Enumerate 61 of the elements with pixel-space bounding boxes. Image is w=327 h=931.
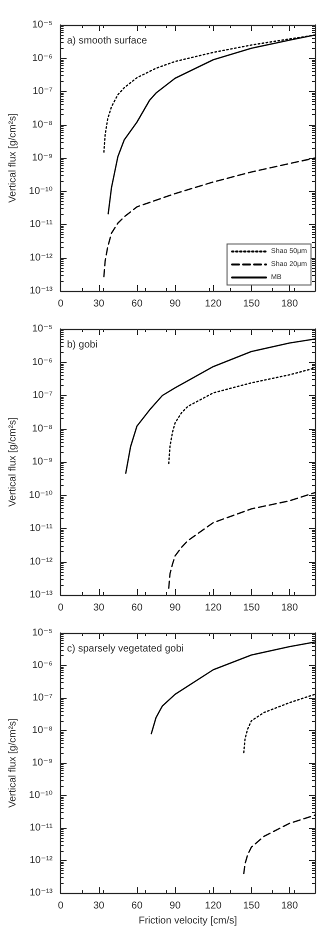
y-tick-label: 10⁻⁷ (32, 692, 54, 704)
line-series (168, 492, 316, 589)
y-tick-label: 10⁻⁸ (32, 725, 53, 736)
text: c) sparsely vegetated gobi (67, 644, 184, 654)
y-tick-label: 10⁻⁶ (32, 660, 53, 672)
x-tick-label: 180 (281, 298, 298, 310)
x-tick-label: 90 (170, 602, 182, 614)
y-tick-label: 10⁻¹⁰ (28, 490, 53, 501)
line-series (243, 814, 316, 874)
x-tick-label: 150 (243, 900, 260, 912)
y-tick-label: 10⁻¹² (30, 855, 54, 866)
x-tick-label: 60 (131, 602, 143, 614)
y-axis-title: Vertical flux [g/cm²s] (8, 113, 18, 203)
y-tick-label: 10⁻⁶ (32, 52, 53, 64)
x-tick-label: 150 (243, 298, 260, 310)
line-series (103, 157, 316, 278)
y-tick-label: 10⁻⁵ (32, 628, 53, 638)
x-tick-label: 120 (204, 298, 222, 310)
y-tick-label: 10⁻¹² (30, 252, 54, 264)
x-tick-label: 120 (204, 900, 222, 912)
x-tick-label: 60 (131, 298, 143, 310)
y-tick-label: 10⁻¹³ (30, 590, 54, 600)
x-tick-label: 180 (281, 602, 298, 614)
line-series (243, 694, 316, 754)
y-tick-label: 10⁻⁵ (32, 324, 53, 334)
y-tick-label: 10⁻¹⁰ (28, 186, 53, 197)
y-tick-label: 10⁻¹⁰ (28, 790, 53, 802)
y-axis-title: Vertical flux [g/cm²s] (8, 718, 18, 808)
y-tick-label: 10⁻⁸ (32, 119, 53, 130)
y-tick-label: 10⁻¹³ (30, 286, 54, 296)
x-tick-label: 150 (243, 602, 260, 614)
x-tick-label: 30 (93, 900, 105, 912)
y-tick-label: 10⁻⁹ (32, 758, 53, 769)
y-tick-label: 10⁻⁷ (32, 390, 54, 401)
x-tick-label: 90 (170, 900, 182, 912)
x-tick-label: 30 (93, 602, 105, 614)
y-tick-label: 10⁻¹¹ (30, 523, 54, 534)
y-tick-label: 10⁻⁹ (32, 456, 53, 468)
x-axis-title: Friction velocity [cm/s] (138, 916, 238, 926)
y-tick-label: 10⁻⁵ (32, 20, 53, 30)
x-tick-label: 0 (58, 900, 64, 912)
text: b) gobi (67, 340, 98, 350)
x-tick-label: 0 (58, 298, 64, 310)
x-tick-label: 60 (131, 900, 143, 912)
x-tick-label: 120 (204, 602, 222, 614)
x-tick-label: 180 (281, 900, 298, 912)
y-axis-title: Vertical flux [g/cm²s] (8, 417, 18, 507)
text: a) smooth surface (67, 36, 148, 46)
y-tick-label: 10⁻¹¹ (30, 822, 54, 834)
x-tick-label: 0 (58, 602, 64, 614)
x-tick-label: 30 (93, 298, 105, 310)
y-tick-label: 10⁻⁸ (32, 423, 53, 434)
y-tick-label: 10⁻⁷ (32, 86, 54, 97)
y-tick-label: 10⁻⁹ (32, 152, 53, 164)
line-series (125, 338, 316, 474)
x-tick-label: 90 (170, 298, 182, 310)
y-tick-label: 10⁻¹³ (30, 888, 54, 899)
line-series (168, 367, 316, 464)
y-tick-label: 10⁻¹¹ (30, 219, 54, 230)
y-tick-label: 10⁻⁶ (32, 356, 53, 368)
y-tick-label: 10⁻¹² (30, 556, 54, 568)
